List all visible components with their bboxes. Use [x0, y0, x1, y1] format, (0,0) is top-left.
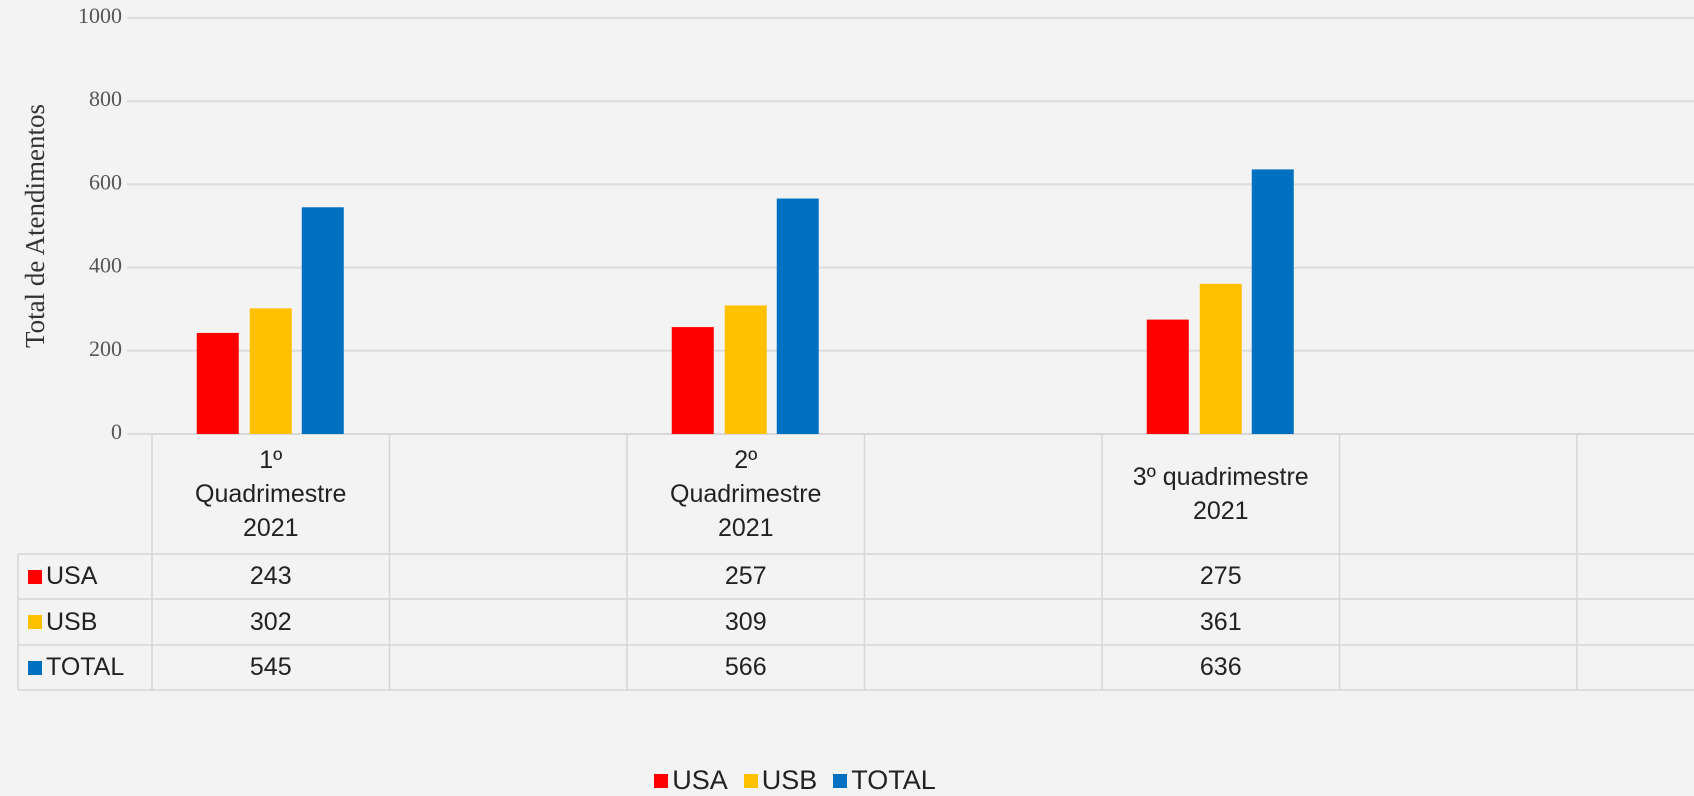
- legend-item: USB: [743, 765, 818, 796]
- y-tick-label: 0: [111, 419, 122, 444]
- table-value: 566: [724, 653, 767, 681]
- table-key: TOTAL: [18, 645, 152, 690]
- legend-label: TOTAL: [851, 765, 936, 795]
- table-value: 243: [249, 562, 292, 590]
- bar: [776, 198, 819, 434]
- table-key-label: USB: [46, 607, 98, 636]
- table-key-swatch: [28, 615, 42, 629]
- table-key-swatch: [28, 660, 42, 675]
- legend-swatch: [654, 773, 669, 788]
- table-value: 361: [1199, 607, 1242, 636]
- bar: [301, 207, 344, 434]
- table-value: 275: [1199, 562, 1242, 590]
- bar: [1146, 319, 1189, 434]
- bar: [196, 332, 239, 434]
- table-value: 636: [1199, 653, 1242, 681]
- table-key-label: USA: [46, 562, 98, 590]
- table-value: 309: [724, 607, 767, 636]
- legend-item: TOTAL: [833, 765, 936, 796]
- bar: [1251, 169, 1294, 434]
- bar: [249, 308, 292, 434]
- bar: [671, 327, 714, 434]
- table-value: 545: [249, 653, 292, 681]
- y-tick-label: 800: [89, 86, 122, 111]
- table-key-swatch: [28, 569, 42, 584]
- bar: [1199, 283, 1242, 434]
- x-tick-label: 3º quadrimestre 2021: [1132, 463, 1309, 525]
- x-tick-label: 1º Quadrimestre 2021: [195, 446, 347, 542]
- y-axis-label: Total de Atendimentos: [20, 104, 50, 348]
- legend-swatch: [833, 773, 848, 788]
- bar: [724, 305, 767, 434]
- table-value: 302: [249, 607, 292, 636]
- y-tick-label: 600: [89, 169, 122, 194]
- y-tick-label: 200: [89, 336, 122, 361]
- table-key: USB: [18, 599, 152, 645]
- table-value: 257: [724, 562, 767, 590]
- legend-item: USA: [654, 765, 728, 796]
- legend: USA USB TOTAL: [0, 765, 1590, 796]
- legend-label: USB: [761, 765, 818, 795]
- y-tick-label: 1000: [78, 3, 122, 28]
- y-tick-label: 400: [89, 253, 122, 278]
- legend-swatch: [743, 773, 758, 788]
- table-key: USA: [18, 554, 152, 599]
- table-key-label: TOTAL: [46, 653, 125, 681]
- legend-label: USA: [672, 765, 728, 795]
- x-tick-label: 2º Quadrimestre 2021: [670, 446, 822, 542]
